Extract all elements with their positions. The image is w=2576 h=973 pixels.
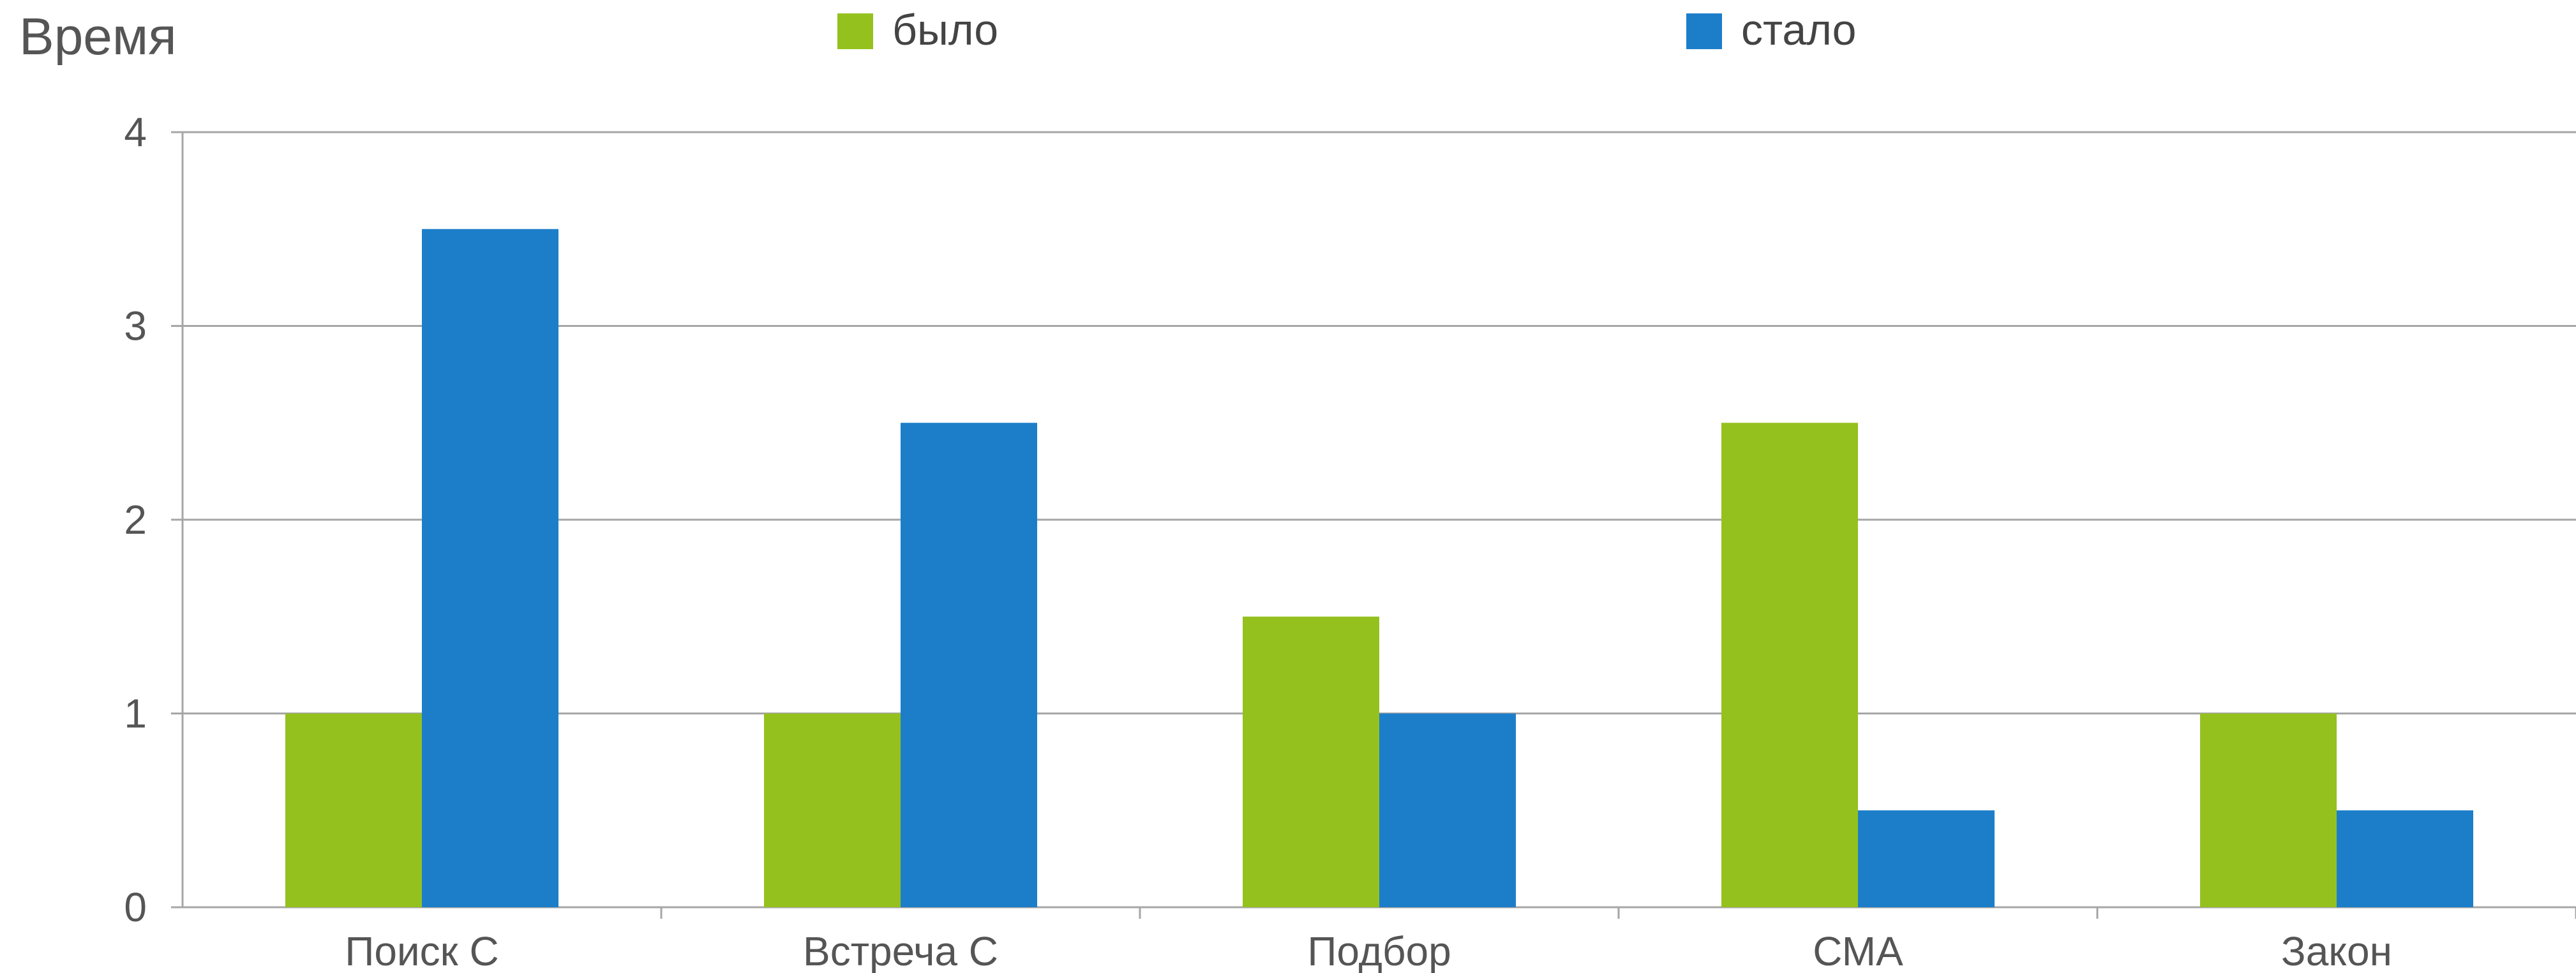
y-tick-label: 1	[124, 691, 147, 737]
x-category-label: СМА	[1813, 928, 1903, 973]
bar-стало-4	[2337, 810, 2473, 907]
x-category-label: Закон	[2281, 928, 2392, 973]
bar-стало-3	[1858, 810, 1995, 907]
legend-swatch-было	[837, 13, 873, 49]
bar-стало-1	[901, 423, 1037, 907]
bars	[285, 229, 2473, 907]
bar-было-4	[2200, 713, 2337, 907]
bar-стало-2	[1379, 713, 1516, 907]
bar-было-1	[764, 713, 901, 907]
x-category-label: Поиск С	[345, 928, 498, 973]
y-tick-label: 4	[124, 109, 147, 155]
legend-label: стало	[1741, 6, 1856, 54]
x-category-label: Подбор	[1307, 928, 1451, 973]
legend: было стало	[837, 6, 1856, 54]
bar-было-0	[285, 713, 422, 907]
y-tick-label: 2	[124, 497, 147, 543]
axis-labels: 0 1 2 3 4 Поиск С Встреча С Подбор СМА Закон	[124, 109, 2392, 973]
bar-было-3	[1721, 423, 1858, 907]
legend-label: было	[892, 6, 998, 54]
legend-swatch-стало	[1686, 13, 1722, 49]
bar-стало-0	[422, 229, 558, 907]
bar-было-2	[1243, 616, 1379, 907]
y-axis-title: Время	[19, 8, 177, 66]
y-tick-label: 3	[124, 303, 147, 349]
y-tick-label: 0	[124, 884, 147, 930]
x-category-label: Встреча С	[803, 928, 998, 973]
